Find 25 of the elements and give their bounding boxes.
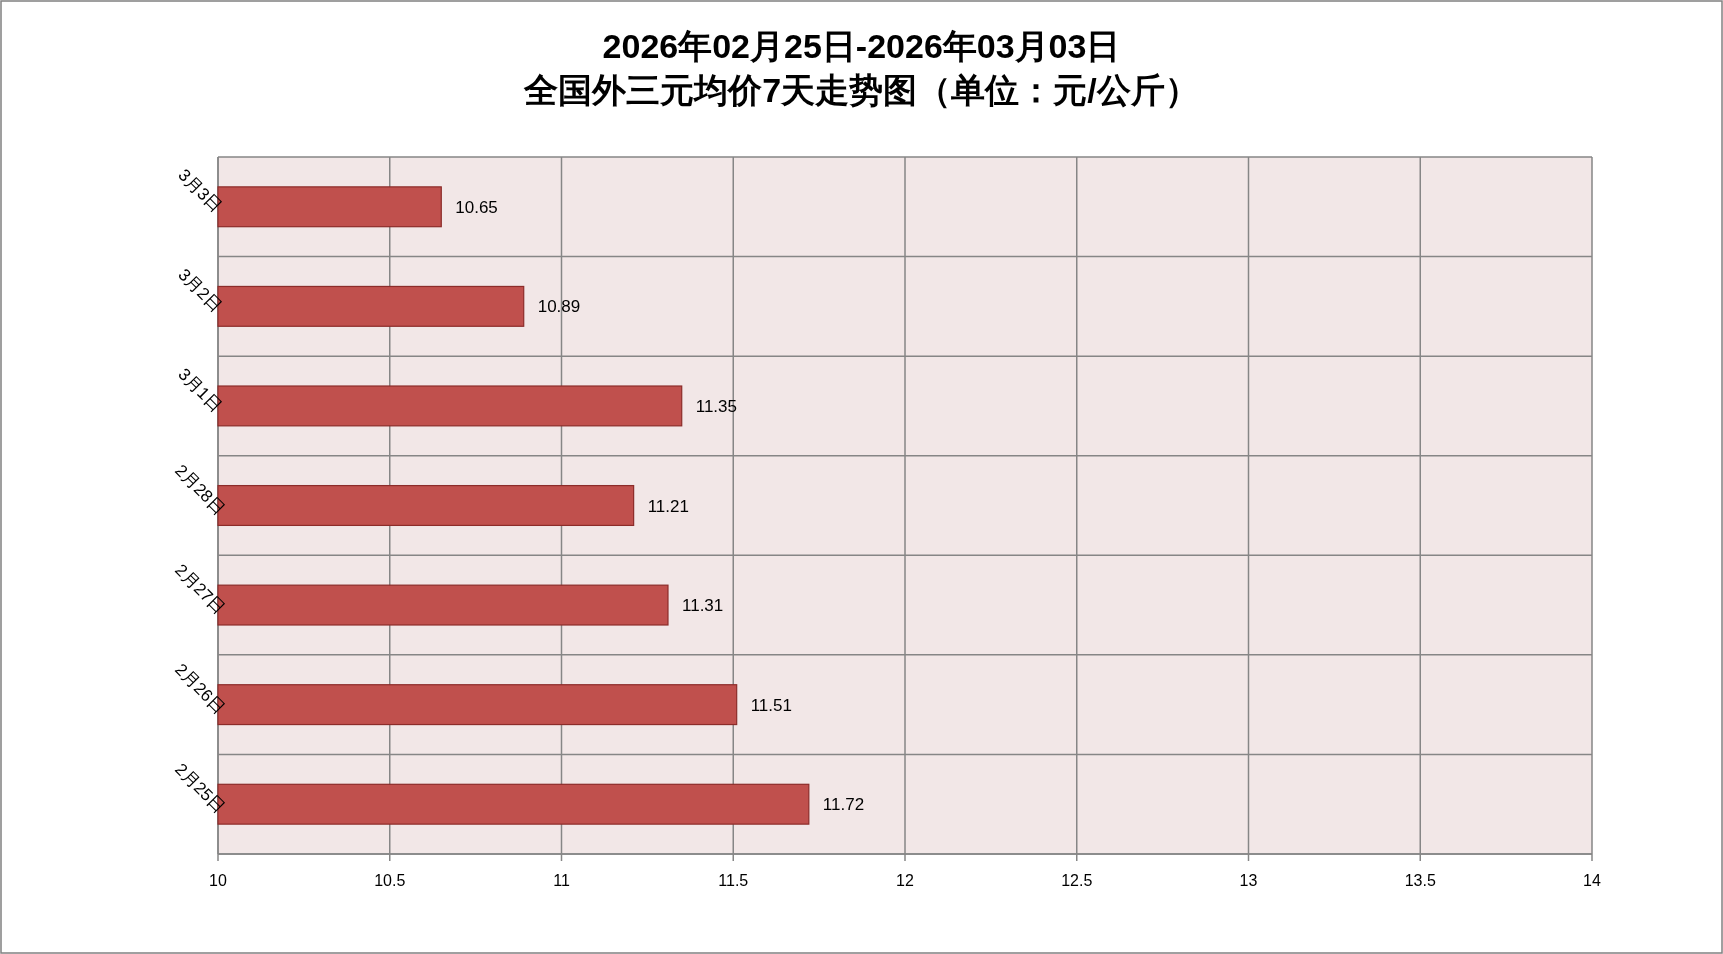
x-tick-label: 12	[896, 872, 914, 889]
data-label: 11.72	[822, 795, 865, 815]
y-tick-label: 2月25日	[171, 759, 229, 818]
chart-title: 2026年02月25日-2026年03月03日	[602, 27, 1121, 65]
data-label: 10.89	[537, 297, 581, 317]
x-tick-label: 12.5	[1061, 872, 1093, 889]
x-tick-label: 13.5	[1404, 872, 1436, 889]
y-tick-label: 3月2日	[174, 265, 226, 316]
data-label: 11.51	[750, 695, 792, 715]
data-label: 11.35	[695, 396, 738, 416]
data-label: 10.65	[455, 197, 498, 217]
y-tick-label: 2月26日	[171, 659, 229, 718]
x-tick-label: 11.5	[718, 872, 749, 889]
x-tick-label: 13	[1239, 872, 1258, 889]
data-label: 11.21	[647, 496, 689, 516]
y-tick-label: 2月28日	[171, 460, 229, 519]
data-label: 11.31	[681, 596, 724, 616]
x-tick-label: 11	[553, 872, 570, 889]
x-tick-label: 14	[1583, 872, 1601, 889]
chart-subtitle: 全国外三元均价7天走势图（单位：元/公斤）	[523, 71, 1199, 109]
y-tick-label: 3月1日	[174, 364, 226, 416]
x-tick-label: 10.5	[374, 872, 406, 889]
x-tick-label: 10	[209, 872, 227, 889]
y-tick-label: 3月3日	[174, 165, 226, 217]
y-tick-label: 2月27日	[171, 560, 229, 618]
